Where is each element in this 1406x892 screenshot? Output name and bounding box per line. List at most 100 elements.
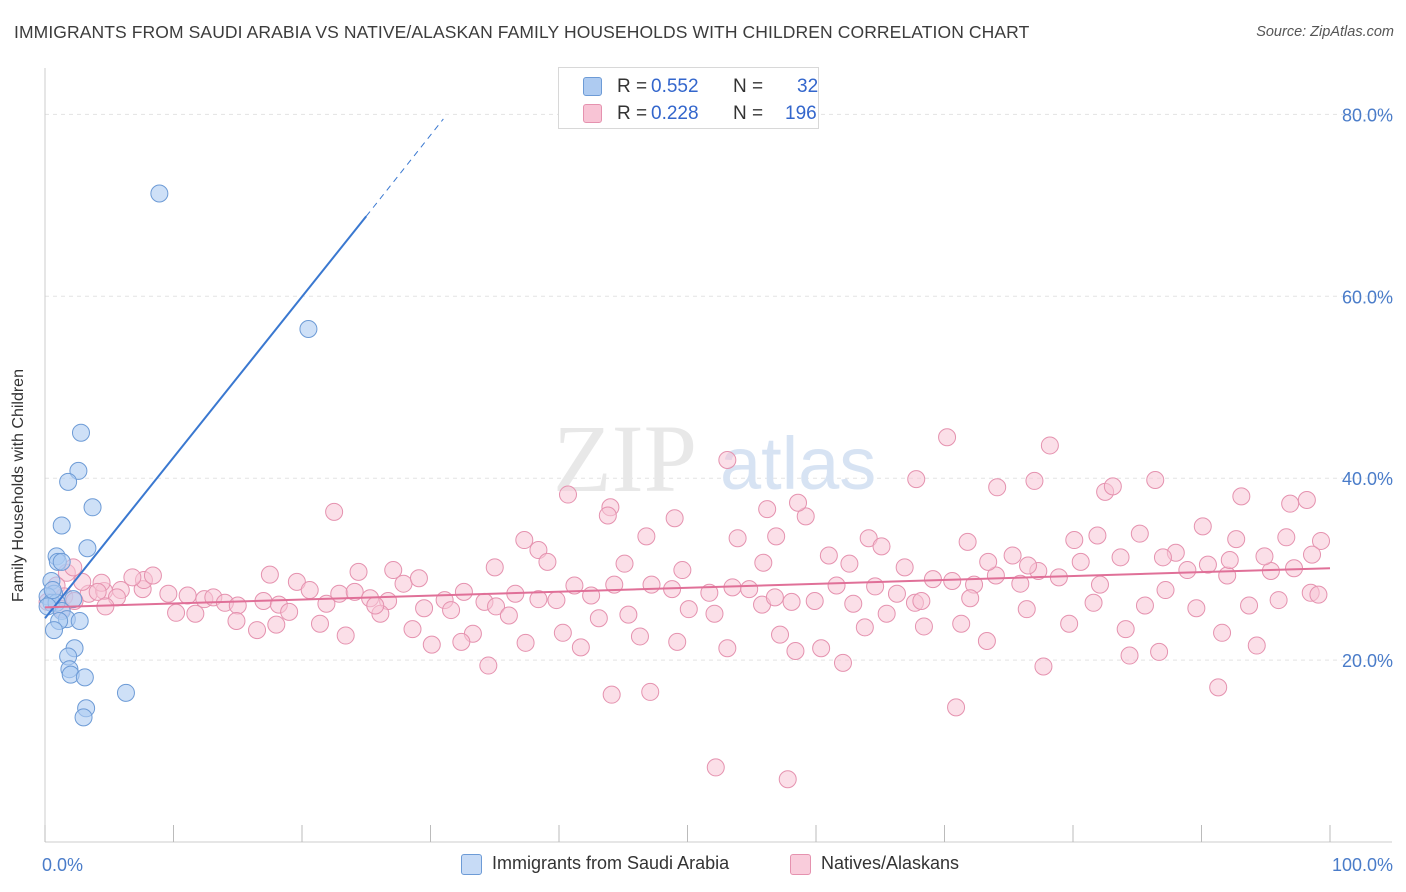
saudi-point [52, 516, 71, 535]
legend-n-value: 32 [797, 76, 819, 97]
y-tick-label: 20.0% [1342, 651, 1393, 671]
natives-point [1309, 585, 1328, 604]
natives-point [1065, 531, 1084, 550]
natives-point [330, 584, 349, 603]
natives-point [765, 588, 784, 607]
natives-point [1071, 552, 1090, 571]
saudi-point [75, 668, 94, 687]
natives-point [952, 614, 971, 633]
y-tick-label: 40.0% [1342, 469, 1393, 489]
natives-point [88, 582, 107, 601]
natives-point [167, 603, 186, 622]
bottom-legend-label-saudi: Immigrants from Saudi Arabia [492, 853, 730, 873]
natives-point [1146, 471, 1165, 490]
natives-point [287, 572, 306, 591]
natives-point [782, 592, 801, 611]
natives-point [452, 632, 471, 651]
y-tick-label: 80.0% [1342, 105, 1393, 125]
natives-point [1303, 545, 1322, 564]
natives-point [487, 597, 506, 616]
natives-point [547, 591, 566, 610]
bottom-legend-label-natives: Natives/Alaskans [821, 853, 960, 873]
natives-point [300, 581, 319, 600]
natives-point [988, 478, 1007, 497]
axes [44, 68, 1392, 843]
natives-point [1178, 561, 1197, 580]
x-tick-label: 0.0% [42, 855, 83, 875]
natives-point [260, 565, 279, 584]
natives-point [384, 561, 403, 580]
natives-point [1227, 530, 1246, 549]
natives-point [754, 553, 773, 572]
natives-point [1156, 581, 1175, 600]
natives-point [1297, 491, 1316, 510]
natives-point [553, 623, 572, 642]
natives-point [1090, 575, 1109, 594]
natives-point [178, 586, 197, 605]
y-axis-label: Family Households with Children [10, 369, 27, 602]
natives-point [1232, 487, 1251, 506]
natives-point [907, 470, 926, 489]
natives-point [958, 532, 977, 551]
bottom-legend-swatch-saudi [461, 854, 482, 875]
natives-point [1220, 551, 1239, 570]
source-label: Source: ZipAtlas.com [1256, 24, 1394, 40]
natives-point [598, 506, 617, 525]
natives-point [789, 493, 808, 512]
natives-point [442, 601, 461, 620]
saudi-point [70, 611, 89, 630]
saudi-point [78, 539, 97, 558]
natives-point [844, 594, 863, 613]
natives-point [833, 653, 852, 672]
natives-point [515, 531, 534, 550]
natives-point [1025, 471, 1044, 490]
natives-point [895, 558, 914, 577]
legend-r-label: R = [617, 103, 648, 124]
natives-point [310, 614, 329, 633]
natives-point [630, 627, 649, 646]
natives-point [977, 631, 996, 650]
saudi-points [38, 184, 318, 727]
natives-point [1218, 566, 1237, 585]
natives-point [819, 546, 838, 565]
saudi-point [150, 184, 169, 203]
tick-labels: 20.0% 40.0% 60.0% 80.0% 0.0% 100.0% [42, 105, 1393, 875]
natives-point [589, 609, 608, 628]
natives-point [415, 599, 434, 618]
natives-point [1240, 596, 1259, 615]
natives-point [943, 571, 962, 590]
natives-point [1209, 678, 1228, 697]
natives-point [143, 566, 162, 585]
watermark-atlas: atlas [720, 422, 876, 505]
y-tick-label: 60.0% [1342, 287, 1393, 307]
saudi-point [52, 552, 71, 571]
natives-point [1120, 646, 1139, 665]
natives-point [558, 485, 577, 504]
natives-point [778, 770, 797, 789]
natives-point [859, 529, 878, 548]
natives-point [718, 451, 737, 469]
natives-point [248, 621, 267, 640]
natives-point [516, 633, 535, 652]
natives-point [454, 582, 473, 601]
natives-point [1135, 596, 1154, 615]
saudi-point [71, 423, 90, 442]
natives-point [1060, 614, 1079, 633]
natives-point [827, 576, 846, 595]
saudi-point [74, 708, 93, 727]
saudi-point [44, 621, 63, 640]
natives-point [665, 509, 684, 528]
natives-point [267, 615, 286, 634]
natives-point [758, 500, 777, 519]
natives-point [325, 502, 344, 521]
natives-point [872, 537, 891, 556]
natives-point [1040, 436, 1059, 455]
natives-point [679, 600, 698, 619]
natives-point [1084, 593, 1103, 612]
legend-swatch-natives [583, 104, 602, 123]
natives-point [1103, 477, 1122, 496]
natives-point [961, 589, 980, 608]
natives-point [1011, 574, 1030, 593]
legend-n-label: N = [733, 76, 764, 97]
natives-point [1116, 620, 1135, 639]
